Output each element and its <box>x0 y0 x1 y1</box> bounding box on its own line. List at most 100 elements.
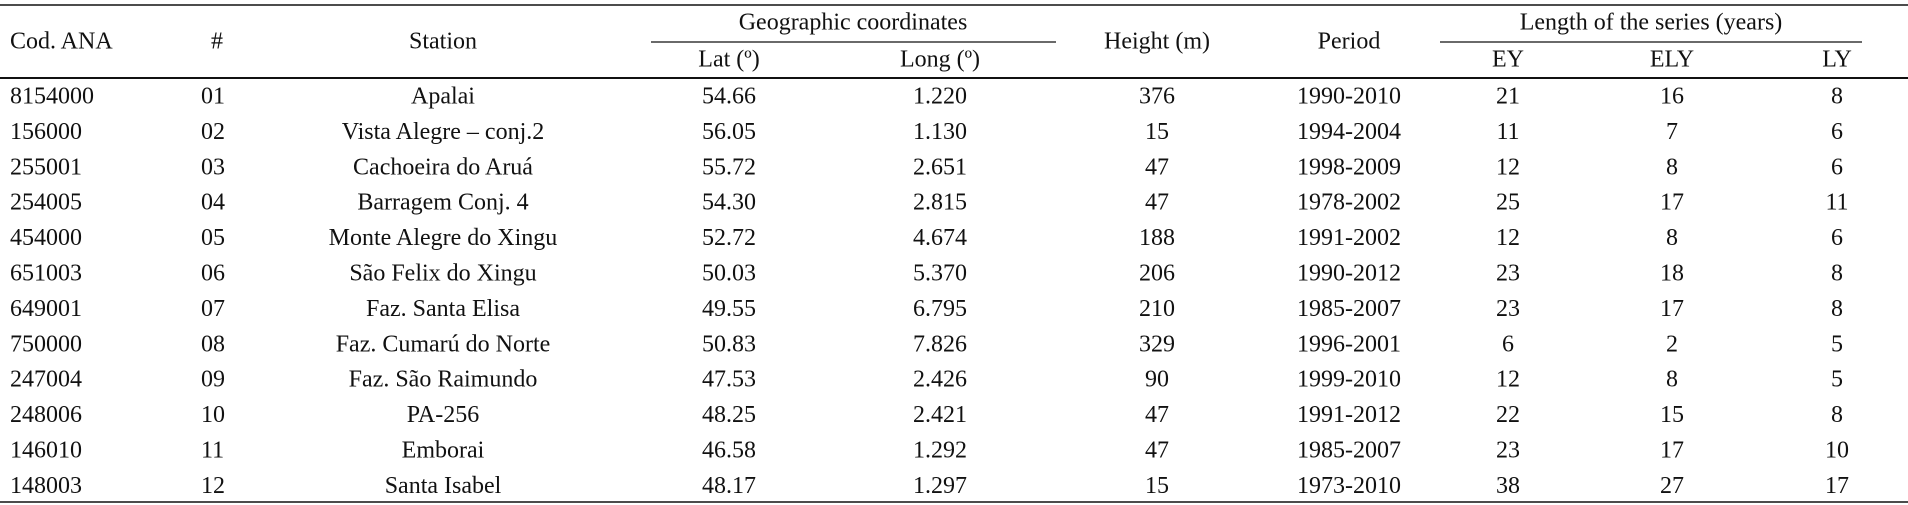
cell: 5 <box>1831 367 1843 393</box>
cell: 48.25 <box>702 402 756 428</box>
cell: 05 <box>201 225 225 251</box>
cell: 2.815 <box>913 190 967 216</box>
cell: 15 <box>1660 402 1684 428</box>
header: # <box>211 29 223 55</box>
cell: 03 <box>201 154 225 180</box>
cell: 376 <box>1139 84 1175 110</box>
cell: 206 <box>1139 261 1175 287</box>
cell: 07 <box>201 296 225 322</box>
header: Lat (º) <box>698 47 759 73</box>
cell: 247004 <box>10 367 82 393</box>
cell: 5 <box>1831 331 1843 357</box>
cell: 1973-2010 <box>1297 473 1401 499</box>
cell: São Felix do Xingu <box>349 261 536 287</box>
cell: Vista Alegre – conj.2 <box>342 119 545 145</box>
cell: 8 <box>1666 367 1678 393</box>
cell: 08 <box>201 331 225 357</box>
cell: 649001 <box>10 296 82 322</box>
cell: 1990-2012 <box>1297 261 1401 287</box>
cell: 2.421 <box>913 402 967 428</box>
header: EY <box>1492 47 1524 73</box>
cell: 12 <box>1496 367 1520 393</box>
cell: 09 <box>201 367 225 393</box>
header: Height (m) <box>1104 29 1210 55</box>
cell: 11 <box>1825 190 1848 216</box>
cell: 4.674 <box>913 225 967 251</box>
group-header: Length of the series (years) <box>1520 10 1783 36</box>
cell: 17 <box>1660 190 1684 216</box>
cell: 46.58 <box>702 438 756 464</box>
cell: 1990-2010 <box>1297 84 1401 110</box>
cell: 7 <box>1666 119 1678 145</box>
cell: 8 <box>1831 261 1843 287</box>
cell: 1994-2004 <box>1297 119 1401 145</box>
cell: 10 <box>201 402 225 428</box>
cell: 18 <box>1660 261 1684 287</box>
cell: 47 <box>1145 402 1169 428</box>
cell: 23 <box>1496 438 1520 464</box>
cell: 6 <box>1831 154 1843 180</box>
cell: 146010 <box>10 438 82 464</box>
cell: 6.795 <box>913 296 967 322</box>
cell: 8 <box>1666 225 1678 251</box>
cell: 50.03 <box>702 261 756 287</box>
cell: 47 <box>1145 154 1169 180</box>
group-header: Geographic coordinates <box>739 10 968 36</box>
cell: 04 <box>201 190 225 216</box>
cell: 148003 <box>10 473 82 499</box>
cell: 47 <box>1145 438 1169 464</box>
cell: 1996-2001 <box>1297 331 1401 357</box>
header: ELY <box>1650 47 1694 73</box>
cell: 12 <box>201 473 225 499</box>
cell: 23 <box>1496 261 1520 287</box>
cell: Faz. Cumarú do Norte <box>336 331 551 357</box>
cell: Faz. São Raimundo <box>349 367 538 393</box>
cell: 17 <box>1660 438 1684 464</box>
cell: 1.220 <box>913 84 967 110</box>
cell: Santa Isabel <box>385 473 502 499</box>
cell: 750000 <box>10 331 82 357</box>
cell: 90 <box>1145 367 1169 393</box>
cell: 17 <box>1825 473 1849 499</box>
cell: 11 <box>201 438 224 464</box>
cell: 23 <box>1496 296 1520 322</box>
cell: 1985-2007 <box>1297 296 1401 322</box>
cell: 210 <box>1139 296 1175 322</box>
cell: 188 <box>1139 225 1175 251</box>
cell: 2.426 <box>913 367 967 393</box>
cell: Barragem Conj. 4 <box>357 190 528 216</box>
cell: 329 <box>1139 331 1175 357</box>
cell: 1.130 <box>913 119 967 145</box>
cell: 01 <box>201 84 225 110</box>
cell: 1991-2012 <box>1297 402 1401 428</box>
cell: 1978-2002 <box>1297 190 1401 216</box>
cell: 2.651 <box>913 154 967 180</box>
cell: Emborai <box>402 438 485 464</box>
cell: 06 <box>201 261 225 287</box>
cell: 8 <box>1831 296 1843 322</box>
cell: 16 <box>1660 84 1684 110</box>
cell: 6 <box>1831 119 1843 145</box>
header: Cod. ANA <box>10 29 113 55</box>
cell: 21 <box>1496 84 1520 110</box>
cell: 22 <box>1496 402 1520 428</box>
cell: 6 <box>1831 225 1843 251</box>
cell: 02 <box>201 119 225 145</box>
cell: 12 <box>1496 225 1520 251</box>
cell: 8154000 <box>10 84 94 110</box>
cell: Monte Alegre do Xingu <box>329 225 558 251</box>
cell: 47 <box>1145 190 1169 216</box>
cell: 248006 <box>10 402 82 428</box>
cell: 255001 <box>10 154 82 180</box>
cell: 254005 <box>10 190 82 216</box>
cell: 12 <box>1496 154 1520 180</box>
cell: 48.17 <box>702 473 756 499</box>
cell: Cachoeira do Aruá <box>353 154 533 180</box>
cell: 56.05 <box>702 119 756 145</box>
cell: 52.72 <box>702 225 756 251</box>
header: Period <box>1318 29 1381 55</box>
cell: 454000 <box>10 225 82 251</box>
cell: 7.826 <box>913 331 967 357</box>
cell: 47.53 <box>702 367 756 393</box>
